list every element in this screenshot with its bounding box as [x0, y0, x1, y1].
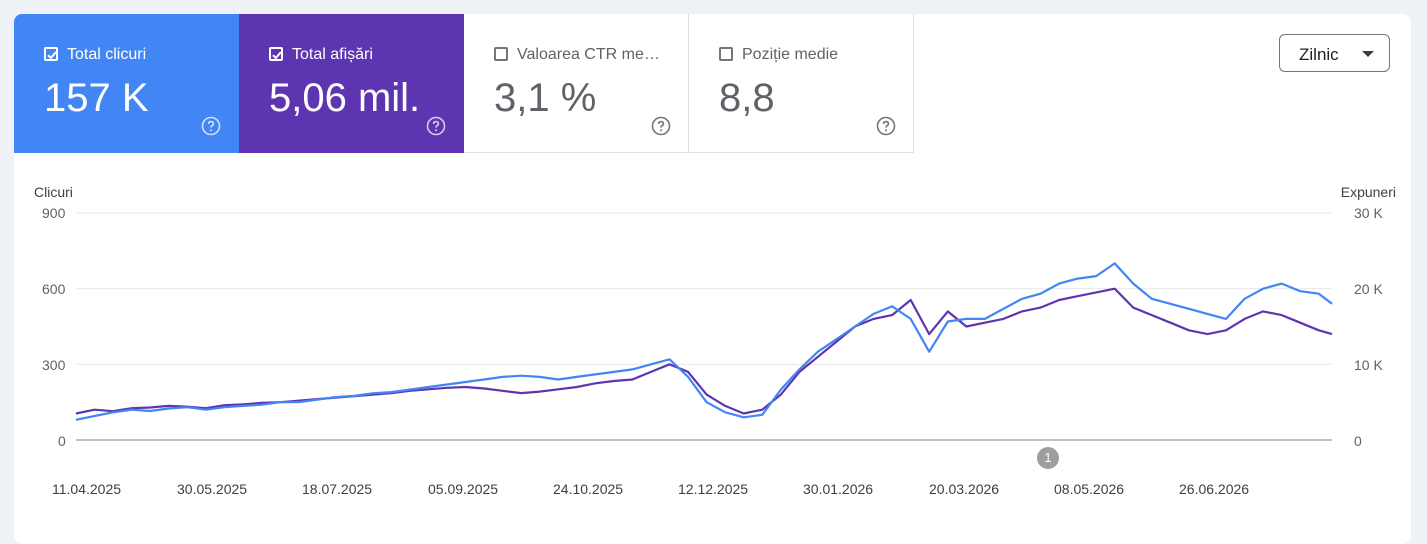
metric-tile-clicks[interactable]: Total clicuri 157 K: [14, 14, 239, 153]
x-tick: 26.06.2026: [1179, 481, 1250, 497]
performance-chart: [75, 212, 1333, 441]
metric-tiles: Total clicuri 157 K Total afișări 5,06 m…: [14, 14, 914, 153]
series-line-clicks: [75, 262, 1333, 421]
x-tick: 18.07.2025: [302, 481, 373, 497]
metric-label: Poziție medie: [742, 46, 839, 63]
x-tick: 12.12.2025: [678, 481, 749, 497]
metric-label: Total clicuri: [67, 46, 147, 63]
performance-card: Total clicuri 157 K Total afișări 5,06 m…: [14, 14, 1411, 544]
help-icon[interactable]: [651, 116, 671, 136]
x-tick: 30.01.2026: [803, 481, 874, 497]
x-tick: 20.03.2026: [929, 481, 1000, 497]
x-tick: 24.10.2025: [553, 481, 624, 497]
y-right-tick: 20 K: [1354, 281, 1383, 297]
period-select[interactable]: Zilnic: [1279, 34, 1390, 72]
caret-down-icon: [1362, 51, 1374, 57]
checkbox-checked-icon[interactable]: [269, 47, 283, 61]
y-left-tick: 300: [42, 357, 66, 373]
y-left-tick: 600: [42, 281, 66, 297]
y-left-tick: 0: [58, 433, 66, 449]
x-tick: 11.04.2025: [52, 481, 122, 497]
checkbox-checked-icon[interactable]: [44, 47, 58, 61]
help-icon[interactable]: [876, 116, 896, 136]
y-axis-left-title: Clicuri: [34, 184, 73, 200]
metric-tile-position[interactable]: Poziție medie 8,8: [689, 14, 914, 153]
metric-value: 5,06 mil.: [269, 76, 421, 120]
metric-label: Valoarea CTR me…: [517, 46, 660, 63]
annotation-marker[interactable]: 1: [1037, 447, 1059, 469]
metric-value: 8,8: [719, 76, 775, 120]
y-right-tick: 30 K: [1354, 205, 1383, 221]
x-tick: 30.05.2025: [177, 481, 248, 497]
y-left-tick: 900: [42, 205, 66, 221]
help-icon[interactable]: [426, 116, 446, 136]
checkbox-unchecked-icon[interactable]: [494, 47, 508, 61]
help-icon[interactable]: [201, 116, 221, 136]
metric-tile-impressions[interactable]: Total afișări 5,06 mil.: [239, 14, 464, 153]
y-right-tick: 10 K: [1354, 357, 1383, 373]
y-right-tick: 0: [1354, 433, 1362, 449]
metric-value: 157 K: [44, 76, 149, 120]
metric-value: 3,1 %: [494, 76, 597, 120]
x-tick: 08.05.2026: [1054, 481, 1125, 497]
metric-label: Total afișări: [292, 46, 373, 63]
period-select-value: Zilnic: [1299, 45, 1339, 64]
checkbox-unchecked-icon[interactable]: [719, 47, 733, 61]
y-axis-right-title: Expuneri: [1340, 184, 1396, 200]
series-line-impressions: [75, 287, 1333, 415]
metric-tile-ctr[interactable]: Valoarea CTR me… 3,1 %: [464, 14, 689, 153]
x-tick: 05.09.2025: [428, 481, 499, 497]
